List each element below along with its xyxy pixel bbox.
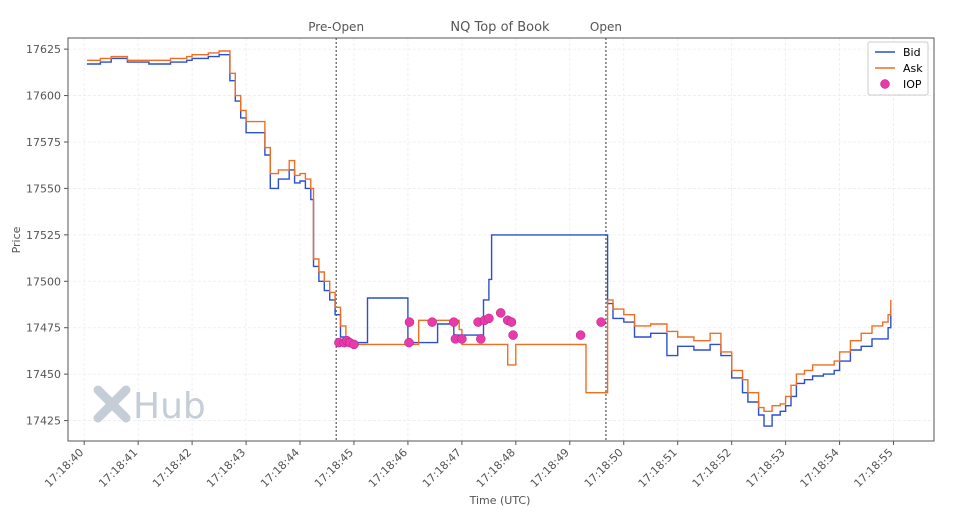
watermark: Hub [93, 385, 206, 427]
x-tick-label: 17:18:46 [366, 446, 410, 490]
chart-title: NQ Top of Book [450, 20, 550, 35]
iop-point [484, 313, 494, 324]
y-axis-title: Price [10, 226, 23, 253]
x-tick-label: 17:18:47 [420, 446, 464, 490]
legend: Bid Ask IOP [867, 41, 929, 96]
iop-point [427, 317, 437, 327]
iop-point [596, 317, 606, 327]
watermark-text: Hub [133, 386, 206, 427]
iop-point [506, 317, 517, 327]
iop-point [508, 330, 518, 340]
series-line-ask [86, 50, 892, 412]
iop-point [404, 337, 414, 348]
series-group [86, 50, 892, 427]
y-tick-label: 17550 [26, 182, 61, 195]
x-tick-label: 17:18:48 [474, 446, 518, 490]
x-tick-label: 17:18:51 [636, 446, 680, 490]
iop-point [495, 308, 506, 318]
x-tick-label: 17:18:40 [42, 446, 86, 490]
x-tick-label: 17:18:49 [528, 446, 572, 490]
x-tick-label: 17:18:42 [150, 446, 194, 490]
iop-point [575, 330, 586, 340]
legend-swatch-iop [880, 79, 890, 89]
y-tick-label: 17575 [26, 136, 61, 149]
y-tick-label: 17525 [26, 229, 61, 242]
phase-marker-label: Pre-Open [308, 20, 364, 34]
iop-point [449, 317, 459, 327]
x-tick-label: 17:18:43 [204, 446, 248, 490]
x-tick-label: 17:18:44 [258, 446, 302, 490]
x-tick-label: 17:18:45 [312, 446, 356, 490]
x-axis-title: Time (UTC) [469, 494, 531, 507]
y-tick-label: 17625 [26, 43, 61, 56]
iop-point [349, 339, 359, 350]
x-tick-label: 17:18:52 [690, 446, 734, 490]
x-tick-label: 17:18:50 [582, 446, 626, 490]
phase-markers: Pre-Open Open [308, 20, 622, 441]
legend-label-iop: IOP [903, 78, 922, 91]
x-tick-label: 17:18:41 [96, 446, 140, 490]
phase-marker-label: Open [590, 20, 622, 34]
plot-frame [67, 37, 935, 442]
x-tick-label: 17:18:54 [798, 446, 842, 490]
series-line-bid [86, 54, 892, 427]
iop-point [457, 334, 467, 344]
x-tick-label: 17:18:55 [852, 446, 896, 490]
y-tick-label: 17500 [26, 275, 61, 288]
legend-label-bid: Bid [903, 46, 921, 59]
legend-label-ask: Ask [903, 62, 923, 75]
iop-point [404, 317, 415, 327]
grid [68, 38, 934, 441]
x-tick-label: 17:18:53 [744, 446, 788, 490]
y-tick-label: 17425 [26, 415, 61, 428]
y-axis: 17425 17450 17475 17500 17525 17550 17575 17600… [26, 43, 68, 428]
x-axis: 17:18:40 17:18:41 17:18:42 17:18:43 17:18:44… [42, 441, 896, 490]
y-tick-label: 17600 [26, 90, 61, 103]
watermark-x-icon [93, 385, 131, 423]
iop-point [476, 334, 486, 344]
y-tick-label: 17450 [26, 368, 61, 381]
y-tick-label: 17475 [26, 322, 61, 335]
